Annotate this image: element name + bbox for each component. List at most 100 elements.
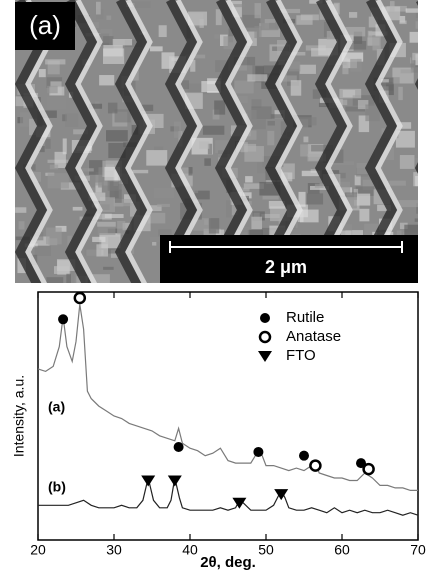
sem-speckle	[108, 103, 117, 114]
sem-ridge-dark	[420, 0, 433, 294]
sem-speckle	[349, 12, 357, 18]
anatase-marker	[260, 332, 270, 342]
sem-speckle	[152, 282, 160, 286]
sem-speckle	[66, 274, 71, 283]
chart: 2030405060702θ, deg.Intensity, a.u.(a)(b…	[11, 292, 426, 571]
sem-speckle	[73, 207, 83, 211]
sem-speckle	[245, 176, 253, 182]
sem-speckle	[115, 190, 122, 203]
sem-speckle	[199, 141, 209, 148]
plot-frame	[38, 292, 418, 540]
sem-speckle	[50, 165, 58, 170]
sem-speckle	[46, 228, 62, 245]
sem-speckle	[108, 180, 122, 191]
series-line	[38, 478, 418, 515]
sem-speckle	[203, 126, 224, 135]
sem-speckle	[401, 69, 413, 73]
sem-speckle	[307, 193, 323, 204]
sem-speckle	[154, 146, 163, 150]
fto-marker	[274, 489, 288, 500]
sem-speckle	[390, 1, 395, 12]
legend-label: FTO	[286, 347, 316, 364]
x-tick-label: 30	[106, 542, 122, 558]
sem-speckle	[368, 31, 373, 46]
sem-speckle	[412, 281, 427, 296]
sem-speckle	[397, 231, 402, 236]
sem-speckle	[311, 48, 333, 56]
sem-speckle	[47, 97, 67, 110]
x-axis-label: 2θ, deg.	[200, 554, 256, 571]
fto-marker	[168, 475, 182, 486]
sem-speckle	[412, 53, 425, 60]
sem-speckle	[252, 99, 262, 107]
sem-speckle	[15, 207, 26, 213]
sem-speckle	[359, 209, 369, 222]
sem-speckle	[204, 220, 208, 225]
sem-speckle	[97, 222, 116, 227]
rutile-marker	[260, 313, 270, 323]
x-tick-label: 70	[410, 542, 426, 558]
fto-marker	[258, 351, 272, 362]
sem-speckle	[373, 36, 381, 50]
sem-speckle	[226, 200, 231, 217]
sem-speckle	[216, 9, 222, 25]
sem-speckle	[414, 158, 428, 164]
sem-speckle	[300, 65, 316, 74]
sem-speckle	[150, 46, 163, 51]
sem-speckle	[214, 35, 219, 39]
sem-speckle	[189, 167, 193, 176]
sem-speckle	[254, 26, 261, 38]
sem-speckle	[45, 59, 65, 64]
sem-speckle	[214, 100, 225, 114]
sem-speckle	[117, 221, 125, 235]
sem-speckle	[106, 130, 128, 141]
sem-speckle	[199, 19, 203, 28]
sem-speckle	[415, 176, 420, 186]
sem-speckle	[410, 32, 425, 43]
sem-speckle	[47, 86, 58, 93]
x-tick-label: 40	[182, 542, 198, 558]
rutile-marker	[253, 447, 263, 457]
sem-speckle	[291, 80, 302, 96]
sem-speckle	[315, 184, 324, 188]
sem-speckle	[300, 210, 319, 223]
sem-speckle	[103, 267, 114, 270]
sem-speckle	[301, 14, 319, 20]
sem-speckle	[398, 200, 419, 207]
sem-speckle	[113, 39, 132, 45]
sem-speckle	[244, 144, 256, 152]
rutile-marker	[299, 451, 309, 461]
sem-speckle	[132, 1, 151, 7]
sem-speckle	[65, 113, 78, 127]
x-tick-label: 20	[30, 542, 46, 558]
fto-marker	[141, 475, 155, 486]
figure: (a) 2 μm 2030405060702θ, deg.Intensity, …	[0, 0, 433, 574]
sem-speckle	[269, 201, 285, 209]
scale-bar-label: 2 μm	[265, 257, 307, 277]
sem-speckle	[339, 89, 361, 98]
sem-speckle	[132, 170, 148, 173]
rutile-marker	[174, 442, 184, 452]
sem-speckle	[19, 221, 25, 229]
x-tick-label: 50	[258, 542, 274, 558]
sem-speckle	[247, 74, 267, 81]
sem-speckle	[159, 25, 167, 37]
sem-speckle	[350, 59, 361, 72]
sem-speckle	[45, 139, 51, 149]
sem-speckle	[48, 173, 69, 188]
sem-speckle	[103, 45, 122, 56]
sem-speckle	[243, 188, 250, 192]
sem-speckle	[150, 237, 160, 242]
sem-speckle	[96, 244, 108, 256]
sem-ridge-light	[428, 0, 433, 294]
sem-speckle	[92, 237, 105, 242]
sem-speckle	[255, 3, 261, 18]
legend-label: Rutile	[286, 309, 324, 326]
sem-speckle	[303, 137, 308, 143]
sem-speckle	[267, 131, 274, 146]
sem-speckle	[262, 196, 278, 200]
sem-speckle	[355, 175, 361, 185]
sem-speckle	[157, 204, 170, 207]
y-axis-label: Intensity, a.u.	[11, 375, 27, 457]
rutile-marker	[58, 314, 68, 324]
